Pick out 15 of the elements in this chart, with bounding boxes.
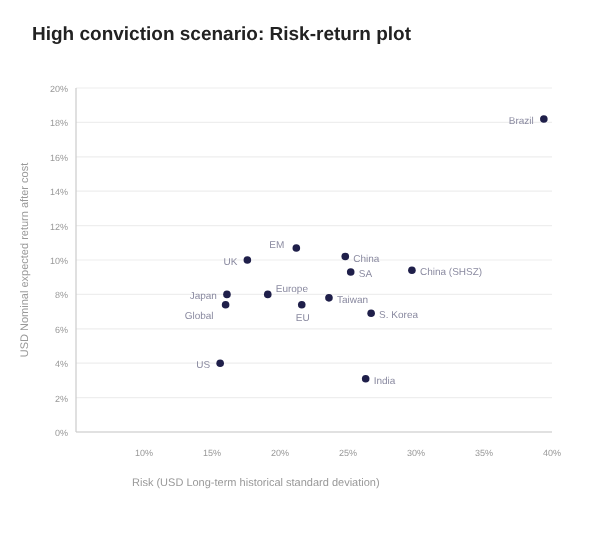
point bbox=[243, 256, 252, 264]
point bbox=[346, 268, 355, 276]
point bbox=[221, 300, 230, 309]
point bbox=[540, 115, 548, 123]
point bbox=[292, 244, 301, 252]
point bbox=[216, 359, 224, 367]
chart-title: High conviction scenario: Risk-return plot bbox=[32, 24, 413, 46]
point bbox=[325, 294, 333, 302]
point bbox=[297, 300, 306, 309]
point bbox=[408, 266, 416, 275]
point bbox=[341, 252, 350, 261]
point bbox=[367, 309, 375, 318]
point bbox=[361, 374, 370, 383]
point bbox=[263, 290, 272, 299]
point bbox=[223, 290, 231, 299]
